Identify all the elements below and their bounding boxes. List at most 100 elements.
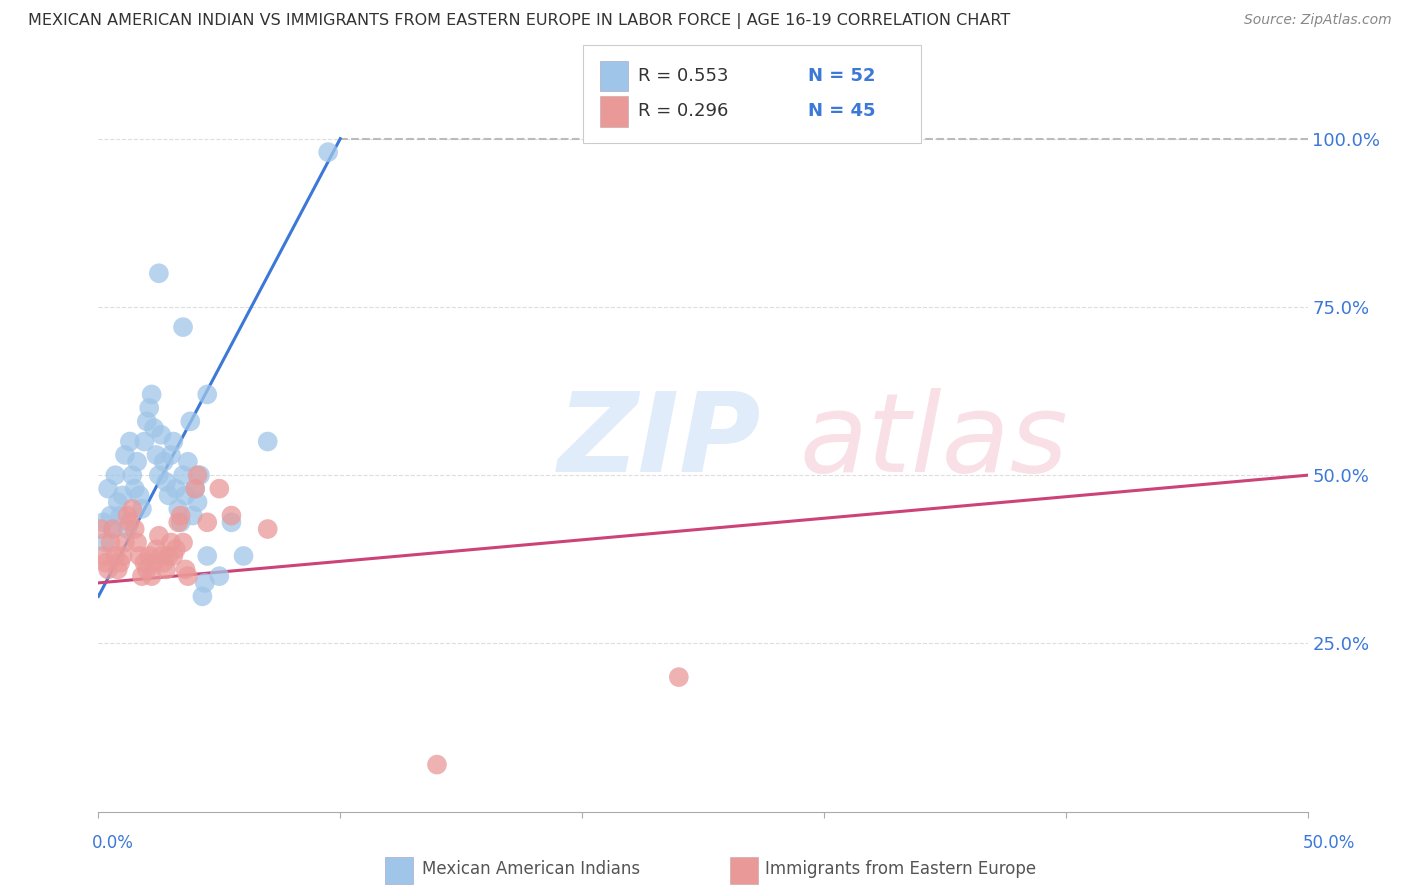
Point	[162, 549, 184, 563]
Point	[107, 495, 129, 509]
Point	[195, 549, 218, 563]
Point	[148, 468, 170, 483]
Point	[157, 549, 180, 563]
Point	[148, 266, 170, 280]
Point	[167, 516, 190, 530]
Point	[118, 516, 141, 530]
Point	[169, 508, 191, 523]
Point	[141, 569, 163, 583]
Point	[155, 562, 177, 576]
Point	[172, 468, 194, 483]
Point	[177, 455, 200, 469]
Point	[135, 414, 157, 428]
Point	[165, 542, 187, 557]
Point	[121, 468, 143, 483]
Point	[121, 501, 143, 516]
Point	[100, 508, 122, 523]
Point	[124, 482, 146, 496]
Point	[157, 488, 180, 502]
Text: N = 45: N = 45	[808, 103, 876, 120]
Point	[100, 535, 122, 549]
Text: N = 52: N = 52	[808, 67, 876, 85]
Point	[145, 542, 167, 557]
Point	[256, 522, 278, 536]
Point	[111, 488, 134, 502]
Point	[131, 501, 153, 516]
Point	[114, 448, 136, 462]
Point	[152, 455, 174, 469]
Point	[134, 434, 156, 449]
Point	[108, 556, 131, 570]
Point	[181, 508, 204, 523]
Point	[97, 482, 120, 496]
Point	[107, 562, 129, 576]
Point	[221, 516, 243, 530]
Point	[184, 482, 207, 496]
Point	[148, 529, 170, 543]
Point	[101, 522, 124, 536]
Point	[134, 556, 156, 570]
Point	[167, 501, 190, 516]
Point	[187, 468, 209, 483]
Text: 50.0%: 50.0%	[1302, 834, 1355, 852]
Point	[124, 522, 146, 536]
Point	[208, 482, 231, 496]
Point	[117, 508, 139, 523]
Point	[128, 488, 150, 502]
Text: R = 0.296: R = 0.296	[638, 103, 728, 120]
Point	[426, 757, 449, 772]
Point	[155, 475, 177, 489]
Point	[191, 590, 214, 604]
Point	[138, 549, 160, 563]
Point	[177, 569, 200, 583]
Point	[174, 488, 197, 502]
Point	[143, 421, 166, 435]
Point	[143, 556, 166, 570]
Point	[195, 516, 218, 530]
Point	[188, 468, 211, 483]
Point	[172, 535, 194, 549]
Point	[172, 320, 194, 334]
Point	[91, 549, 114, 563]
Point	[150, 549, 173, 563]
Point	[127, 455, 149, 469]
Point	[131, 569, 153, 583]
Point	[94, 535, 117, 549]
Text: ZIP: ZIP	[558, 388, 762, 495]
Point	[145, 448, 167, 462]
Point	[114, 535, 136, 549]
Text: Mexican American Indians: Mexican American Indians	[422, 860, 640, 878]
Point	[221, 508, 243, 523]
Point	[174, 562, 197, 576]
Point	[232, 549, 254, 563]
Point	[141, 387, 163, 401]
Point	[194, 575, 217, 590]
Point	[108, 508, 131, 523]
Point	[104, 549, 127, 563]
Point	[138, 401, 160, 415]
Point	[127, 535, 149, 549]
Point	[150, 427, 173, 442]
Point	[160, 535, 183, 549]
Text: Immigrants from Eastern Europe: Immigrants from Eastern Europe	[765, 860, 1036, 878]
Text: Source: ZipAtlas.com: Source: ZipAtlas.com	[1244, 13, 1392, 28]
Point	[160, 448, 183, 462]
Point	[179, 414, 201, 428]
Point	[187, 495, 209, 509]
Point	[111, 549, 134, 563]
Text: 0.0%: 0.0%	[91, 834, 134, 852]
Point	[94, 556, 117, 570]
Point	[117, 522, 139, 536]
Point	[668, 670, 690, 684]
Point	[101, 522, 124, 536]
Point	[135, 562, 157, 576]
Point	[152, 556, 174, 570]
Point	[128, 549, 150, 563]
Point	[256, 434, 278, 449]
Point	[97, 562, 120, 576]
Point	[316, 145, 339, 160]
Point	[184, 482, 207, 496]
Point	[195, 387, 218, 401]
Point	[165, 482, 187, 496]
Text: MEXICAN AMERICAN INDIAN VS IMMIGRANTS FROM EASTERN EUROPE IN LABOR FORCE | AGE 1: MEXICAN AMERICAN INDIAN VS IMMIGRANTS FR…	[28, 13, 1011, 29]
